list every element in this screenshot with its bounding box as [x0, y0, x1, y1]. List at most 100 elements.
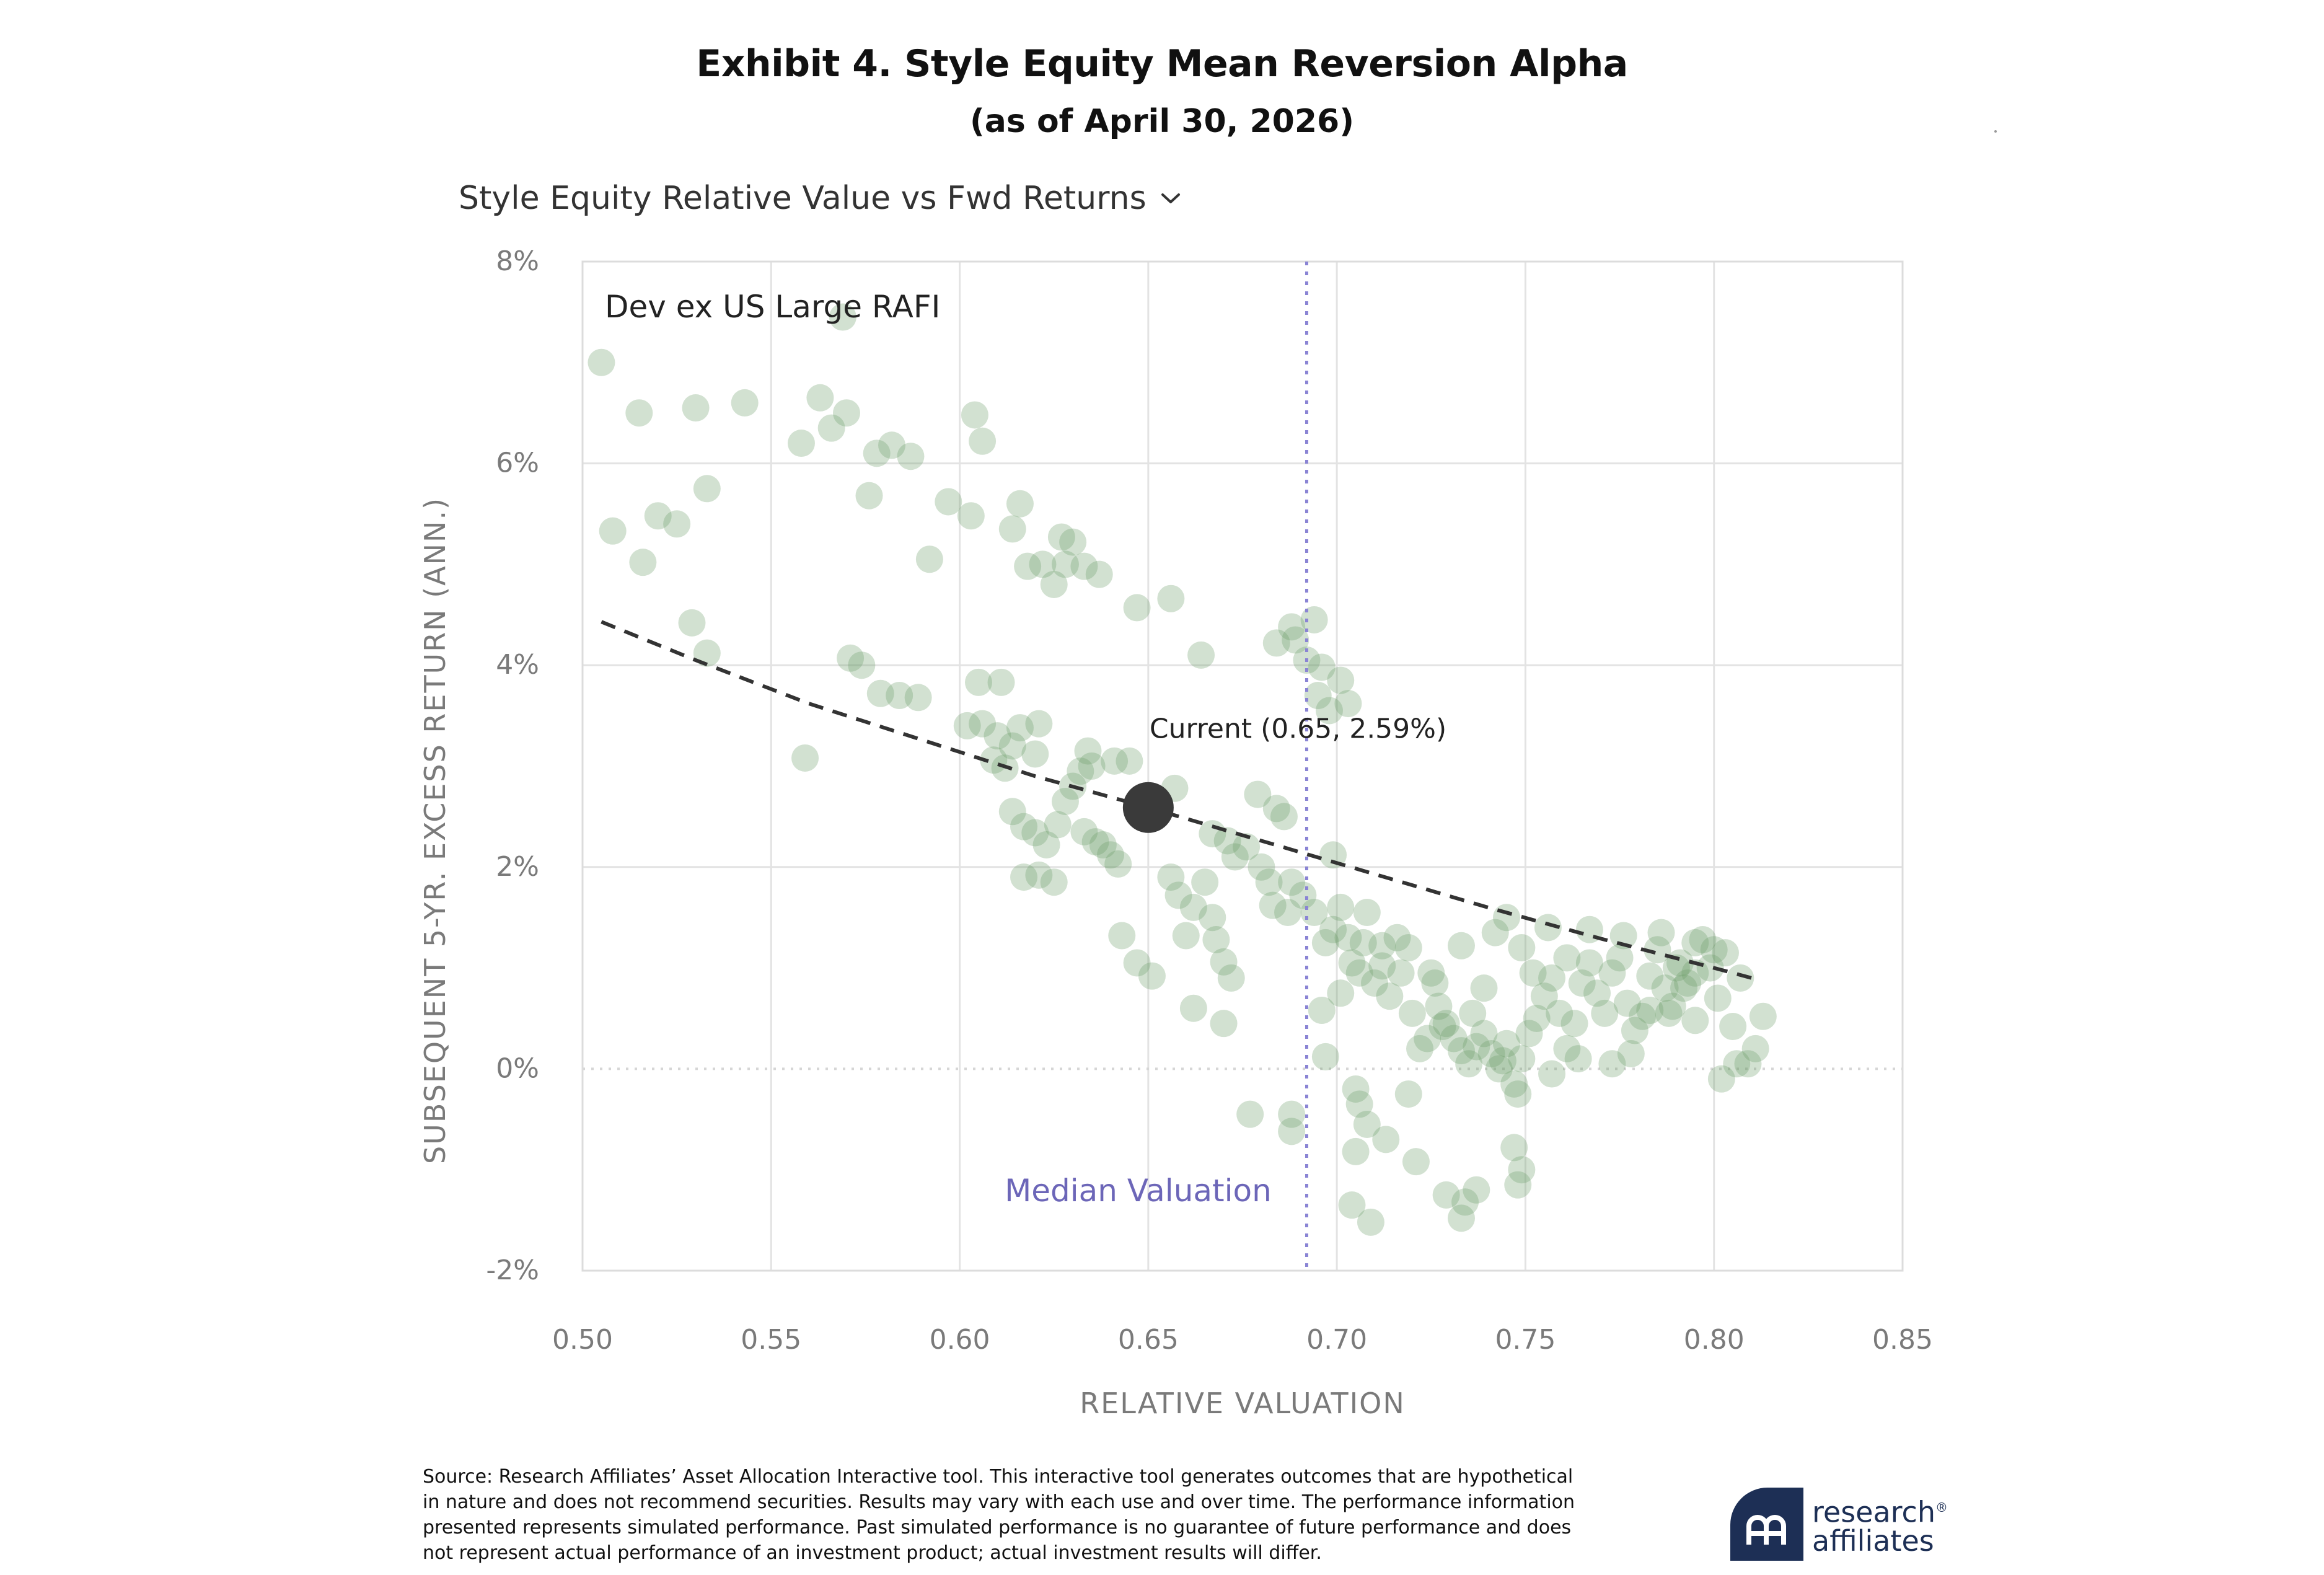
scatter-point [1383, 924, 1411, 951]
scatter-point [1662, 954, 1690, 982]
scatter-point [1342, 1075, 1370, 1103]
scatter-point [855, 482, 883, 510]
scatter-point [998, 515, 1026, 543]
scatter-point [1278, 868, 1306, 896]
scatter-point [1644, 936, 1671, 964]
scatter-point [1157, 863, 1185, 891]
y-tick-label: 6% [496, 448, 539, 479]
scatter-point [1621, 1017, 1648, 1044]
chevron-down-icon [1161, 193, 1180, 203]
scatter-point [1304, 682, 1332, 710]
scatter-point [1598, 1050, 1626, 1078]
y-axis-label: SUBSEQUENT 5-YR. EXCESS RETURN (ANN.) [418, 497, 452, 1164]
scatter-point [1308, 653, 1336, 681]
scatter-point [866, 679, 894, 707]
plot-frame [581, 260, 1904, 1272]
scatter-point [1719, 1013, 1747, 1041]
scatter-point [1278, 1100, 1306, 1128]
x-axis-ticks: 0.50 0.55 0.60 0.65 0.70 0.75 0.80 0.85 [552, 1324, 1933, 1356]
scatter-point [1070, 552, 1098, 580]
scatter-point [1300, 606, 1328, 633]
scatter-point [1334, 690, 1362, 718]
x-tick-label: 0.80 [1684, 1324, 1745, 1356]
scatter-point [1089, 831, 1117, 858]
scatter-point [1749, 1002, 1777, 1030]
scatter-point [957, 502, 985, 530]
scatter-point [897, 443, 925, 470]
scatter-point [969, 427, 997, 455]
scatter-point [1164, 881, 1192, 909]
scatter-point [1700, 936, 1728, 964]
scatter-point [787, 430, 815, 457]
scatter-point [904, 684, 932, 712]
scatter-point [1553, 1035, 1581, 1062]
scatter-point [1199, 904, 1226, 932]
scatter-point [1500, 1070, 1528, 1098]
scatter-point [1681, 1007, 1709, 1035]
scatter-point [1606, 944, 1634, 972]
scatter-point [1681, 929, 1709, 956]
scatter-point [1368, 932, 1396, 960]
scatter-point [1338, 1191, 1366, 1219]
chart-selector-dropdown[interactable]: Style Equity Relative Value vs Fwd Retur… [459, 180, 1181, 217]
scatter-point [682, 394, 710, 422]
scatter-point [625, 399, 653, 427]
scatter-point [1006, 490, 1034, 518]
y-tick-label: -2% [486, 1255, 539, 1286]
scatter-point [731, 389, 759, 417]
scatter-point [1553, 944, 1581, 972]
scatter-point [1406, 1035, 1434, 1062]
scatter-point [1451, 1188, 1479, 1216]
scatter-point [644, 502, 672, 530]
scatter-point [1481, 919, 1509, 946]
scatter-point [1368, 952, 1396, 980]
scatter-point [1508, 1156, 1536, 1184]
y-axis-ticks: -2% 0% 2% 4% 6% 8% [486, 245, 539, 1286]
scatter-point [1308, 996, 1336, 1024]
scatter-point [1504, 1080, 1532, 1108]
scatter-point [1289, 881, 1317, 909]
scatter-point [1311, 929, 1339, 956]
scatter-point [1489, 1047, 1516, 1075]
scatter-point [1372, 1126, 1400, 1154]
scatter-point [1583, 979, 1611, 1007]
scatter-point [1210, 1010, 1238, 1038]
scatter-point [1255, 868, 1283, 896]
scatter-point [1655, 999, 1683, 1027]
scatter-point [1636, 962, 1664, 990]
scatter-point [1327, 666, 1355, 694]
scatter-point [1651, 974, 1679, 1002]
scatter-point [1233, 833, 1261, 861]
scatter-point [1741, 1035, 1769, 1062]
scatter-point [1338, 949, 1366, 977]
scatter-point [791, 744, 819, 772]
scatter-point [588, 348, 615, 376]
scatter-point [1414, 1025, 1441, 1052]
scatter-point [1006, 714, 1034, 742]
scatter-point [961, 401, 988, 429]
scatter-point [1508, 1045, 1536, 1073]
scatter-point [1116, 747, 1143, 775]
series-label: Dev ex US Large RAFI [605, 289, 940, 325]
scatter-point [1270, 803, 1298, 831]
scatter-point [1278, 1118, 1306, 1145]
scatter-point [1067, 757, 1094, 785]
x-tick-label: 0.70 [1306, 1324, 1367, 1356]
scatter-point [1191, 868, 1219, 896]
scatter-point [1315, 697, 1343, 725]
scatter-point [1213, 827, 1241, 855]
scatter-point [1658, 992, 1686, 1020]
chart-subtitle: (as of April 30, 2026) [970, 103, 1354, 140]
scatter-point [817, 414, 845, 442]
scatter-point [1546, 999, 1574, 1027]
scatter-point [1021, 819, 1049, 847]
scatter-point [878, 431, 906, 459]
scatter-point [1179, 893, 1207, 921]
scatter-point [1707, 1065, 1735, 1093]
scatter-point [1394, 934, 1422, 962]
scatter-point [629, 549, 657, 576]
scatter-point [1345, 959, 1373, 987]
scatter-point [1613, 989, 1641, 1017]
scatter-point [1040, 868, 1068, 896]
scatter-point [1040, 570, 1068, 598]
